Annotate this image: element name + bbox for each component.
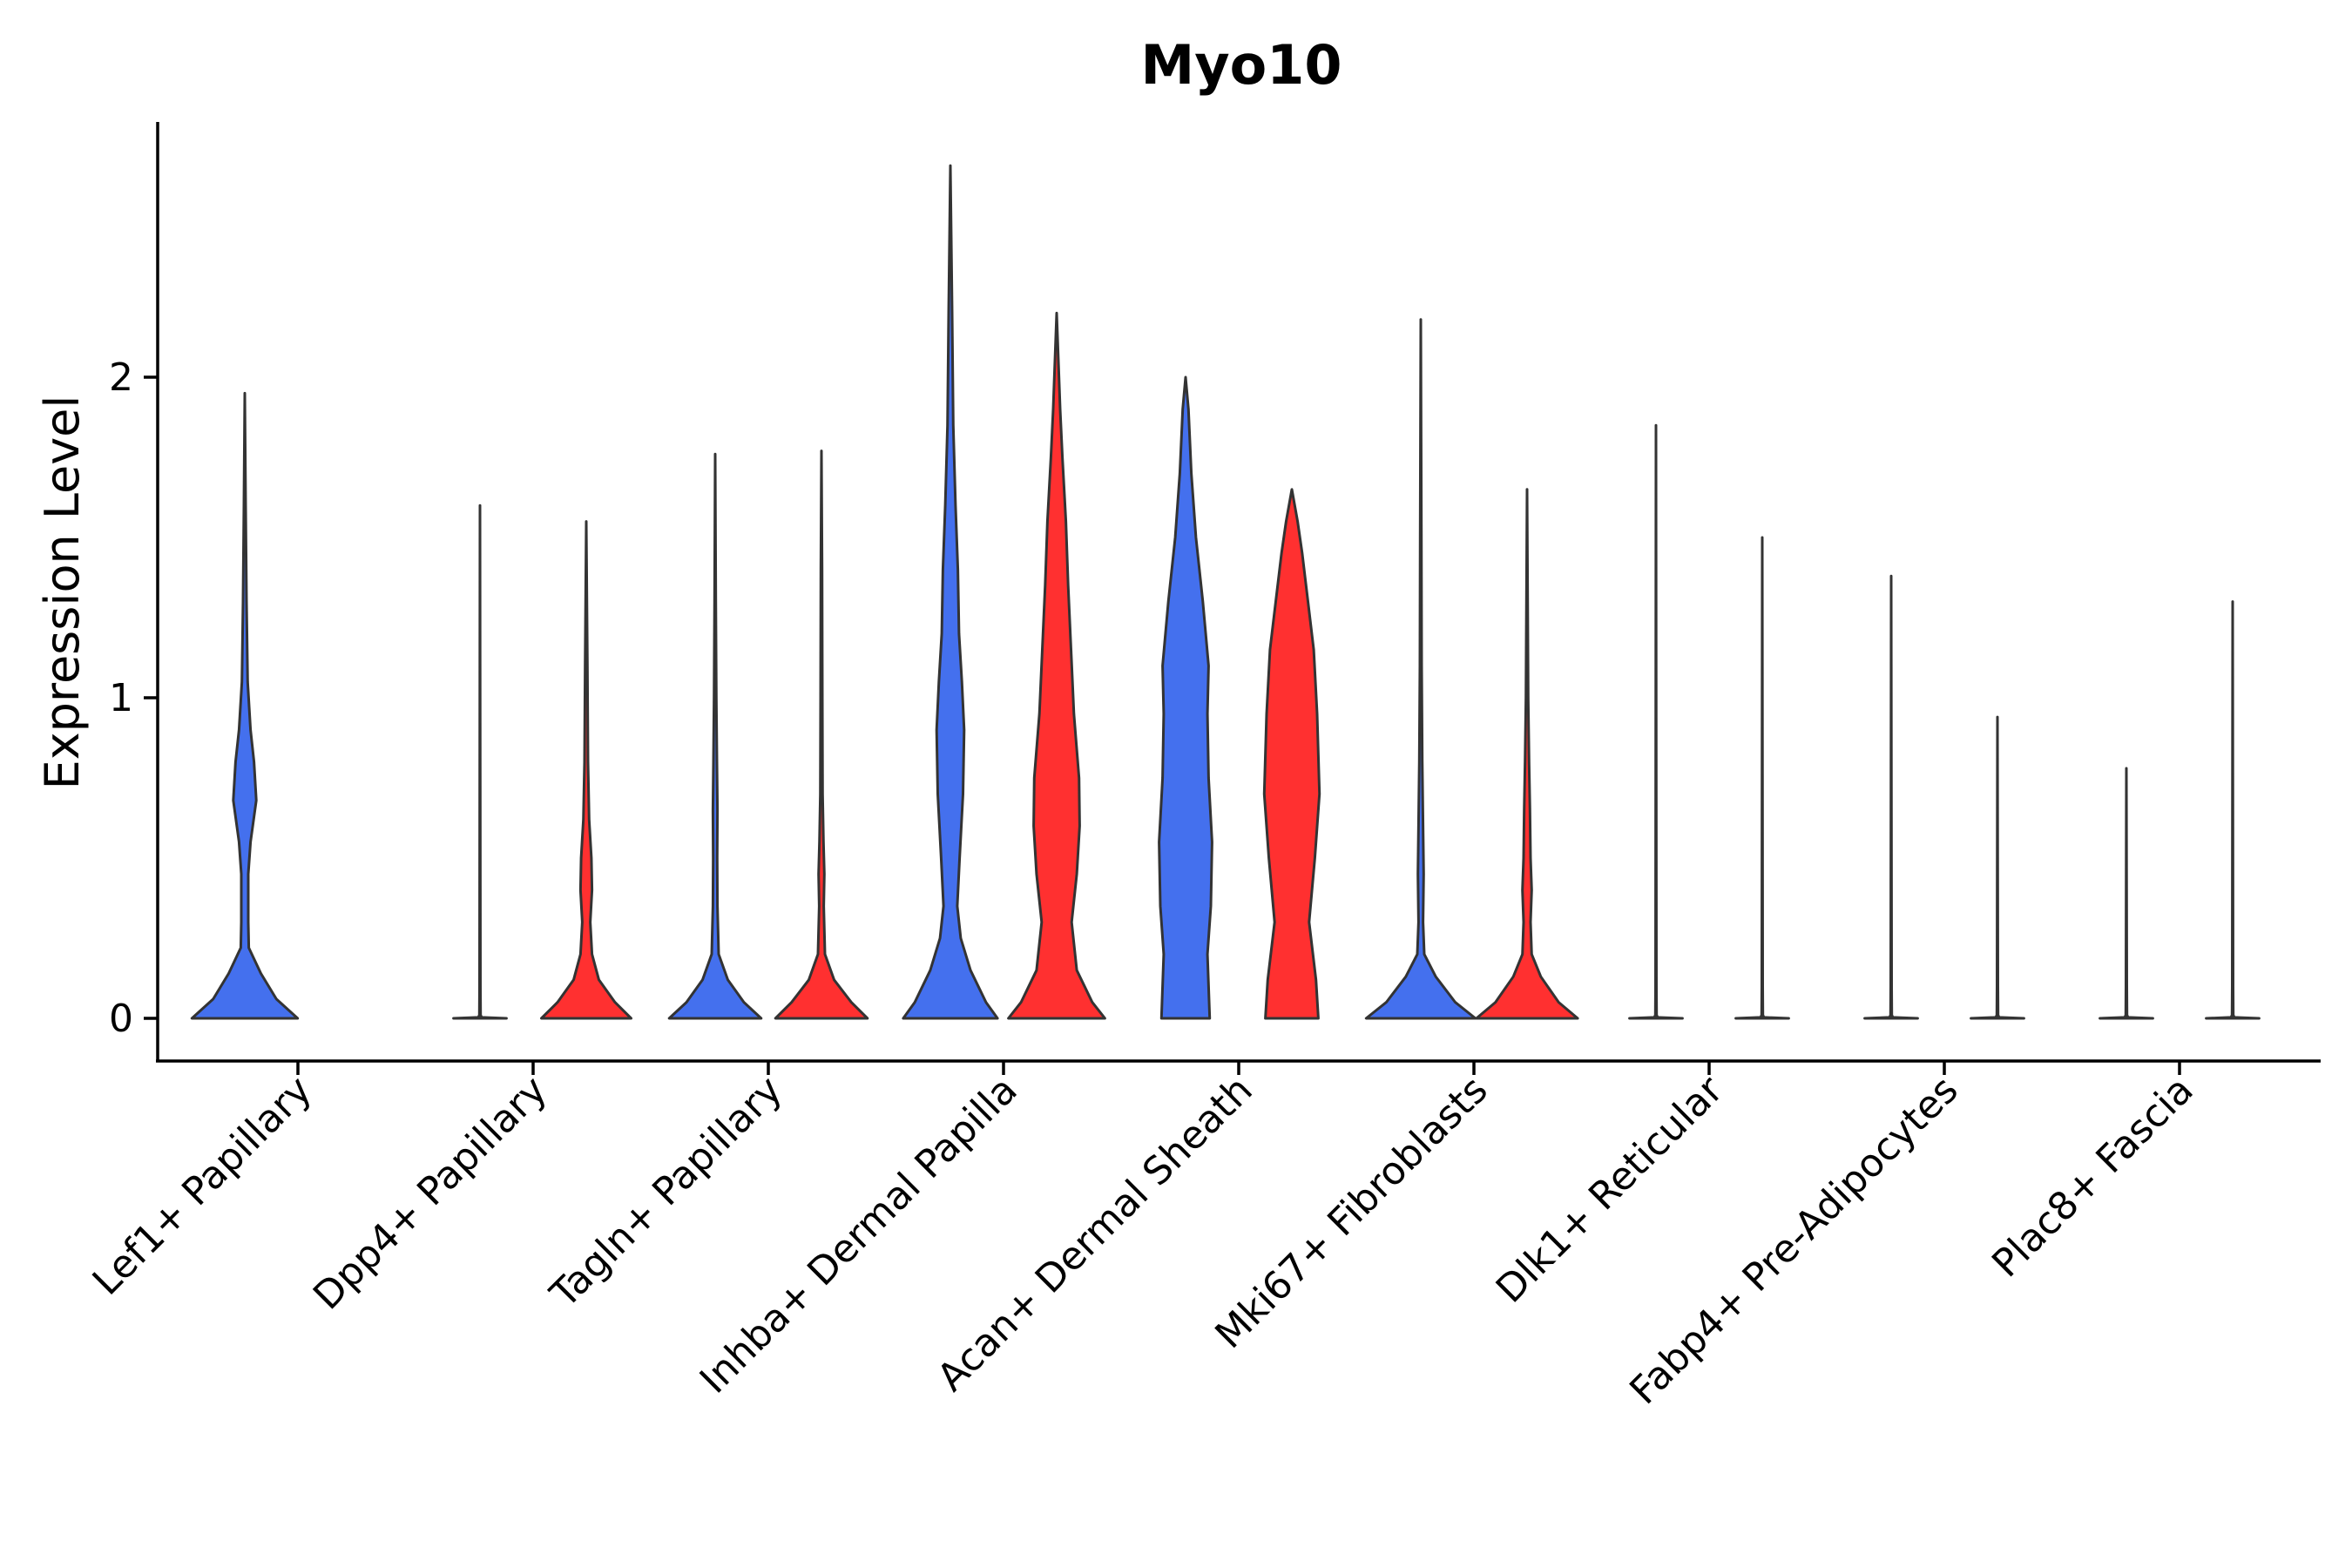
x-category-label: Mki67+ Fibroblasts [1206,1068,1496,1357]
y-tick-label: 0 [109,997,133,1041]
violin-right-7 [1970,715,2025,1020]
violin-left-4 [1158,375,1213,1020]
violin-left-5 [1364,318,1477,1020]
violin-left-2 [667,452,763,1020]
chart-title: Myo10 [1141,33,1342,97]
violin-right-5 [1475,488,1579,1020]
violin-left-8 [2099,767,2154,1020]
x-category-label: Lef1+ Papillary [84,1068,321,1304]
violin-right-4 [1262,488,1321,1020]
y-tick-label: 1 [109,676,133,720]
violin-left-1 [452,504,508,1020]
x-category-label: Plac8+ Fascia [1984,1068,2202,1287]
violin-left-7 [1863,574,1919,1020]
violin-left-3 [902,164,999,1020]
y-ticks: 0 1 2 [109,355,158,1041]
violin-right-8 [2205,600,2261,1020]
violin-right-2 [774,449,869,1020]
violins-layer [190,164,2261,1020]
violin-left-0 [190,391,300,1020]
x-category-label: Dpp4+ Papillary [305,1068,556,1319]
y-axis-label: Expression Level [35,395,90,790]
violin-left-6 [1628,423,1684,1020]
y-tick-label: 2 [109,355,133,400]
violin-right-1 [540,520,632,1020]
violin-right-3 [1007,311,1106,1020]
violin-right-6 [1734,536,1790,1020]
x-category-label: Tagln+ Papillary [542,1068,791,1317]
x-category-label: Dlk1+ Reticular [1488,1067,1733,1312]
